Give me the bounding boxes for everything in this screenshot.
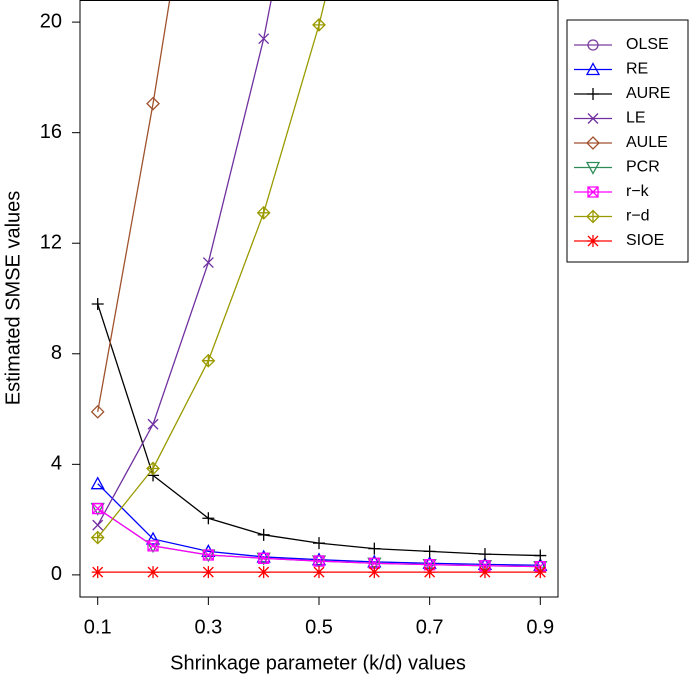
data-point [534,549,547,562]
plot-area [90,0,548,579]
data-point [534,566,547,579]
y-tick-label: 12 [40,232,62,254]
legend-label: OLSE [626,36,669,53]
data-point [91,298,104,311]
series-line [97,303,541,557]
legend-marker [586,136,600,150]
data-point [202,549,215,561]
legend-marker [587,113,599,124]
data-point [258,33,270,45]
legend-label: AULE [626,134,668,151]
data-point [147,566,160,579]
x-tick-label: 0.3 [194,616,222,638]
data-point [368,542,381,555]
data-point [256,549,271,563]
data-point [91,566,104,579]
data-point [313,537,325,550]
data-point [92,519,104,531]
data-point [312,17,326,32]
legend: OLSE RE AURE LE AULE PCR r−k r−d SIOE [574,36,670,249]
legend-marker [587,88,599,100]
data-point [90,476,105,490]
y-tick-label: 16 [40,121,62,143]
legend-label: RE [626,61,648,78]
legend-box [566,19,689,263]
legend-marker [585,62,601,76]
y-tick-label: 20 [40,10,62,32]
data-point [368,557,380,569]
data-point [313,555,325,567]
x-tick-label: 0.1 [84,616,112,638]
legend-label: SIOE [626,232,664,249]
data-point [313,566,325,579]
legend-marker [585,161,601,175]
x-tick-label: 0.7 [416,616,444,638]
data-point [147,540,159,552]
legend-marker [587,186,599,198]
y-axis-label: Estimated SMSE values [2,191,24,406]
data-point [147,418,159,430]
legend-label: r−d [626,208,650,225]
data-point [258,552,270,564]
data-point [202,566,215,579]
x-tick-label: 0.5 [305,616,333,638]
y-tick-label: 0 [51,563,62,585]
data-point [202,512,215,525]
series-line [97,483,541,566]
data-point [311,552,327,566]
data-point [423,545,436,558]
legend-label: LE [626,110,646,127]
y-tick-label: 4 [51,453,62,475]
legend-label: AURE [626,85,670,102]
y-tick-label: 8 [51,342,62,364]
series-line [97,0,272,526]
plot-frame [79,0,559,598]
data-point [257,528,270,541]
series-line [97,0,171,412]
legend-label: PCR [626,159,660,176]
legend-marker [587,39,599,51]
data-point [256,205,271,220]
data-point [423,566,436,579]
data-point [90,404,105,419]
legend-marker [586,209,600,224]
legend-label: r−k [626,183,650,200]
data-point [146,96,160,111]
data-point [478,548,491,561]
data-point [145,531,161,545]
data-point [478,566,491,579]
data-point [90,530,105,545]
series-line [97,0,326,538]
x-tick-label: 0.9 [526,616,554,638]
data-point [257,566,270,579]
data-point [201,544,216,558]
legend-marker [587,235,599,247]
data-point [92,502,104,515]
data-point [146,461,160,476]
data-point [202,257,214,269]
data-point [201,353,216,368]
x-axis-label: Shrinkage parameter (k/d) values [170,652,466,674]
data-point [368,566,381,579]
